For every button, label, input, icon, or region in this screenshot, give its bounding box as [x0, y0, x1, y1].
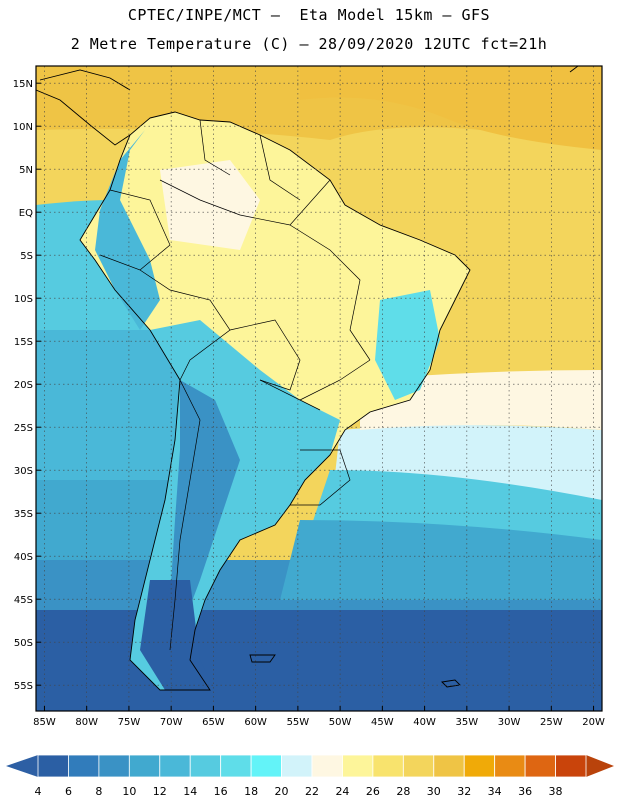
- colorbar-label: 4: [35, 785, 42, 798]
- colorbar: 4 6 8 10 12 14 16 18 20 22 24 26 28 30 32 34 36 38: [6, 754, 614, 798]
- colorbar-label: 28: [396, 785, 410, 798]
- colorbar-label: 16: [214, 785, 228, 798]
- coastline: [36, 66, 579, 691]
- southern-ocean-cold: [36, 610, 602, 711]
- colorbar-label: 18: [244, 785, 258, 798]
- amazon-mild: [160, 160, 260, 250]
- lon-tick-label: 20W: [582, 717, 605, 728]
- colorbar-label: 38: [549, 785, 563, 798]
- lat-tick-label: 15S: [14, 337, 33, 348]
- latitude-labels: 15N 10N 5N EQ 5S 10S 15S 20S 25S 30S 35S 40S 45S 50S 5…: [13, 79, 41, 692]
- lon-tick-label: 60W: [244, 717, 267, 728]
- colorbar-bin: [494, 754, 526, 778]
- colorbar-bin: [159, 754, 191, 778]
- lat-tick-label: 5S: [20, 251, 33, 262]
- colorbar-label: 24: [335, 785, 349, 798]
- lat-tick-label: 20S: [14, 380, 33, 391]
- lon-tick-label: 80W: [75, 717, 98, 728]
- colorbar-bin: [189, 754, 222, 778]
- colorbar-bin: [250, 754, 282, 778]
- chart-title: CPTEC/INPE/MCT – Eta Model 15km – GFS: [127, 6, 491, 24]
- patagonia-cold: [140, 580, 215, 690]
- pacific-cool-band-3: [36, 480, 180, 560]
- lon-tick-label: 75W: [118, 717, 141, 728]
- colorbar-label: 36: [518, 785, 532, 798]
- colorbar-bin: [311, 754, 343, 778]
- colorbar-label: 6: [65, 785, 72, 798]
- colorbar-label: 32: [457, 785, 471, 798]
- colorbar-label: 30: [427, 785, 441, 798]
- pacific-cool-band-2: [36, 330, 180, 480]
- colorbar-bin: [555, 754, 587, 778]
- colorbar-label: 20: [275, 785, 289, 798]
- andes-cold-band: [170, 380, 240, 620]
- south-atlantic-cooler: [280, 520, 602, 600]
- lat-tick-label: 5N: [19, 165, 33, 176]
- lat-tick-label: 45S: [14, 595, 33, 606]
- lon-tick-label: 70W: [160, 717, 183, 728]
- lat-tick-label: 30S: [14, 466, 33, 477]
- longitude-labels: 85W 80W 75W 70W 65W 60W 55W 50W 45W 40W 35W 30W 25W 2…: [33, 706, 605, 728]
- colorbar-bin: [37, 754, 69, 778]
- colorbar-bin: [281, 754, 313, 778]
- lon-tick-label: 50W: [329, 717, 352, 728]
- lat-tick-label: EQ: [19, 208, 33, 219]
- map-fields: [36, 66, 602, 711]
- colorbar-bin: [128, 754, 161, 778]
- colorbar-bin: [220, 754, 252, 778]
- colorbar-label: 22: [305, 785, 319, 798]
- colorbar-bin: [68, 754, 100, 778]
- lat-tick-label: 55S: [14, 681, 33, 692]
- lat-tick-label: 25S: [14, 423, 33, 434]
- colorbar-label: 12: [153, 785, 167, 798]
- colorbar-high-arrow: [586, 755, 614, 777]
- colorbar-label: 8: [95, 785, 102, 798]
- lon-tick-label: 65W: [202, 717, 225, 728]
- lon-tick-label: 40W: [413, 717, 436, 728]
- colorbar-bin: [98, 754, 130, 778]
- colorbar-bin: [342, 754, 374, 778]
- colorbar-bin: [524, 754, 556, 778]
- colorbar-label: 34: [488, 785, 502, 798]
- chart-subtitle: 2 Metre Temperature (C) – 28/09/2020 12U…: [70, 35, 548, 53]
- lat-tick-label: 50S: [14, 638, 33, 649]
- northern-andes-cool: [95, 130, 160, 330]
- lat-tick-label: 10N: [13, 122, 33, 133]
- colorbar-label: 10: [122, 785, 136, 798]
- colorbar-bin: [463, 754, 496, 778]
- lon-tick-label: 45W: [371, 717, 394, 728]
- colorbar-low-arrow: [6, 755, 38, 777]
- lat-tick-label: 35S: [14, 509, 33, 520]
- lon-tick-label: 85W: [33, 717, 56, 728]
- colorbar-bin: [402, 754, 435, 778]
- colorbar-bin: [433, 754, 465, 778]
- lat-tick-label: 15N: [13, 79, 33, 90]
- colorbar-label: 26: [366, 785, 380, 798]
- colorbar-label: 14: [183, 785, 197, 798]
- hot-north-atlantic: [300, 66, 602, 150]
- country-borders: [99, 119, 371, 651]
- lon-tick-label: 30W: [498, 717, 521, 728]
- lon-tick-label: 25W: [540, 717, 563, 728]
- lat-tick-label: 40S: [14, 552, 33, 563]
- colorbar-bin: [372, 754, 404, 778]
- map-frame: [35, 65, 603, 712]
- lon-tick-label: 35W: [456, 717, 479, 728]
- brazil-highland-cool: [375, 290, 440, 400]
- lat-tick-label: 10S: [14, 294, 33, 305]
- lon-tick-label: 55W: [287, 717, 310, 728]
